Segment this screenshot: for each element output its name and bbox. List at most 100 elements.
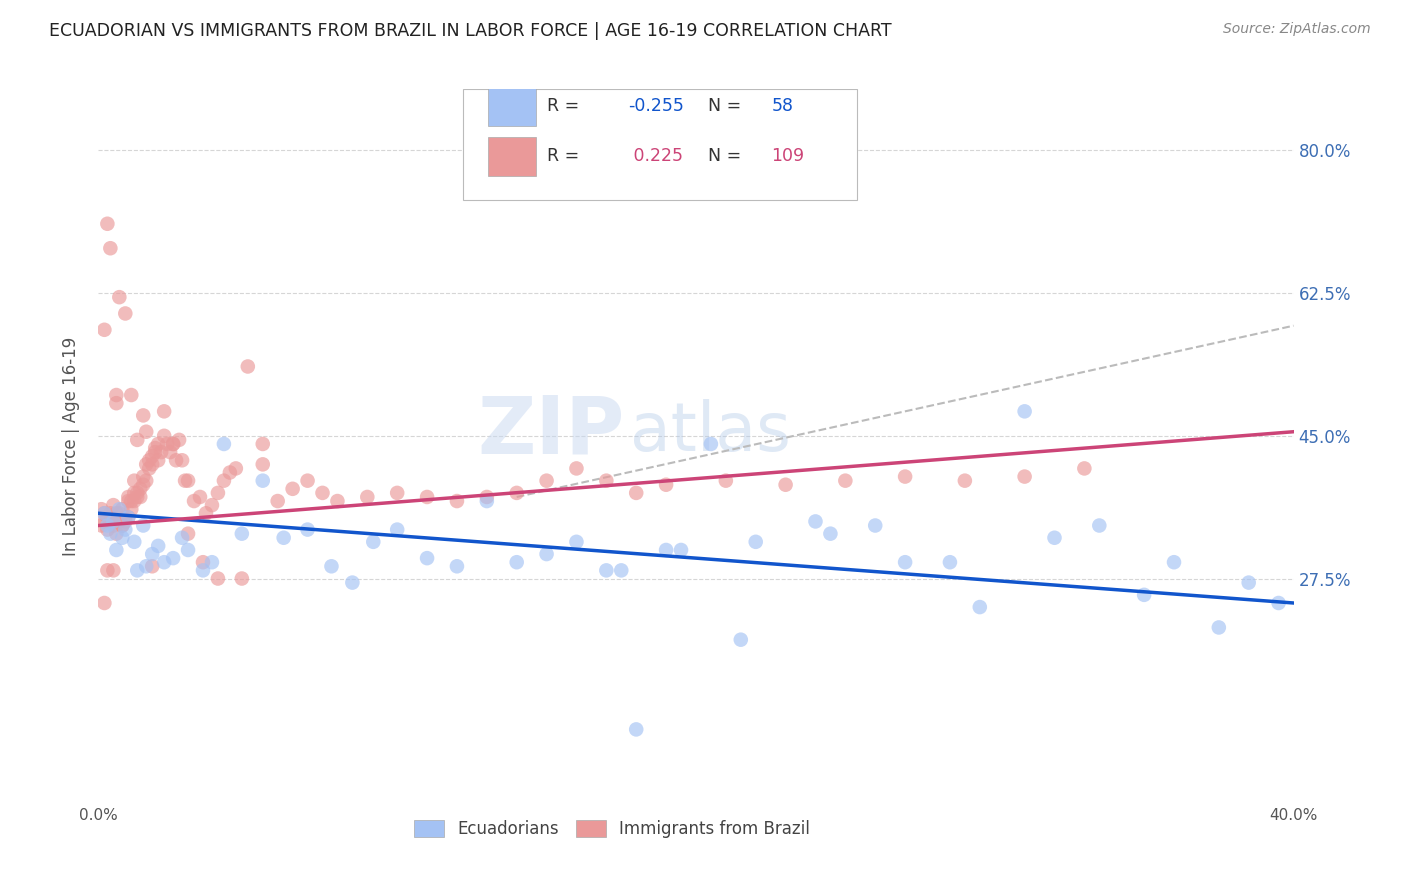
Point: [120, 388, 142, 402]
Point: [894, 555, 917, 569]
Point: [1267, 596, 1289, 610]
Point: [416, 490, 439, 504]
Point: [117, 494, 139, 508]
Point: [114, 523, 136, 537]
Point: [98, 526, 122, 541]
Point: [356, 490, 378, 504]
Point: [135, 425, 157, 439]
Point: [201, 498, 224, 512]
Point: [1088, 518, 1111, 533]
Point: [1133, 588, 1156, 602]
Point: [655, 543, 678, 558]
Point: [281, 482, 304, 496]
Point: [669, 543, 692, 558]
Point: [141, 547, 163, 561]
Point: [730, 632, 752, 647]
Point: [231, 526, 253, 541]
Point: [595, 563, 617, 577]
Point: [127, 433, 149, 447]
Point: [865, 518, 887, 533]
Point: [135, 458, 157, 472]
Point: [98, 506, 122, 520]
Point: [93, 596, 115, 610]
Point: [252, 474, 274, 488]
Point: [188, 490, 211, 504]
Point: [90, 502, 112, 516]
Point: [969, 600, 991, 615]
Point: [177, 474, 200, 488]
Point: [191, 563, 214, 577]
Point: [153, 555, 176, 569]
Point: [416, 551, 439, 566]
Point: [167, 433, 190, 447]
Point: [108, 502, 131, 516]
Point: [212, 474, 235, 488]
Point: [201, 555, 224, 569]
Point: [565, 534, 588, 549]
Point: [153, 404, 176, 418]
Point: [475, 490, 498, 504]
Point: [252, 437, 274, 451]
Point: [172, 453, 194, 467]
Point: [207, 486, 229, 500]
Point: [105, 396, 128, 410]
Point: [114, 510, 136, 524]
Point: [626, 723, 648, 737]
Point: [138, 461, 160, 475]
Point: [1014, 469, 1036, 483]
Point: [135, 474, 157, 488]
Point: [894, 469, 917, 483]
Point: [129, 482, 152, 496]
Text: 0.225: 0.225: [628, 147, 683, 165]
Point: [103, 510, 125, 524]
Text: 109: 109: [772, 147, 804, 165]
Point: [103, 563, 125, 577]
Point: [1208, 620, 1230, 634]
Point: [132, 518, 155, 533]
Point: [96, 563, 118, 577]
Point: [96, 510, 118, 524]
Point: [108, 515, 131, 529]
Point: [148, 437, 170, 451]
Point: [96, 217, 118, 231]
Point: [565, 461, 588, 475]
Point: [93, 323, 115, 337]
Point: [363, 534, 385, 549]
Point: [132, 477, 155, 491]
Point: [162, 437, 184, 451]
Point: [1073, 461, 1095, 475]
Point: [108, 290, 131, 304]
Text: N =: N =: [709, 97, 747, 115]
Text: Source: ZipAtlas.com: Source: ZipAtlas.com: [1223, 22, 1371, 37]
Point: [141, 449, 163, 463]
Point: [103, 515, 125, 529]
Point: [626, 486, 648, 500]
Point: [342, 575, 364, 590]
Point: [150, 445, 173, 459]
FancyBboxPatch shape: [488, 137, 536, 176]
Point: [212, 437, 235, 451]
Point: [191, 555, 214, 569]
Point: [714, 474, 737, 488]
Point: [141, 458, 163, 472]
Point: [475, 494, 498, 508]
Point: [446, 559, 468, 574]
Point: [111, 502, 134, 516]
Point: [90, 518, 112, 533]
Point: [162, 437, 184, 451]
Point: [98, 241, 122, 255]
Text: atlas: atlas: [630, 399, 792, 465]
Point: [132, 469, 155, 483]
Y-axis label: In Labor Force | Age 16-19: In Labor Force | Age 16-19: [62, 336, 80, 556]
Point: [172, 531, 194, 545]
Point: [105, 388, 128, 402]
Point: [141, 559, 163, 574]
Text: R =: R =: [547, 147, 585, 165]
Point: [117, 510, 139, 524]
Legend: Ecuadorians, Immigrants from Brazil: Ecuadorians, Immigrants from Brazil: [408, 813, 817, 845]
Point: [143, 441, 166, 455]
Point: [135, 559, 157, 574]
Point: [595, 474, 617, 488]
Point: [111, 518, 134, 533]
Point: [98, 515, 122, 529]
